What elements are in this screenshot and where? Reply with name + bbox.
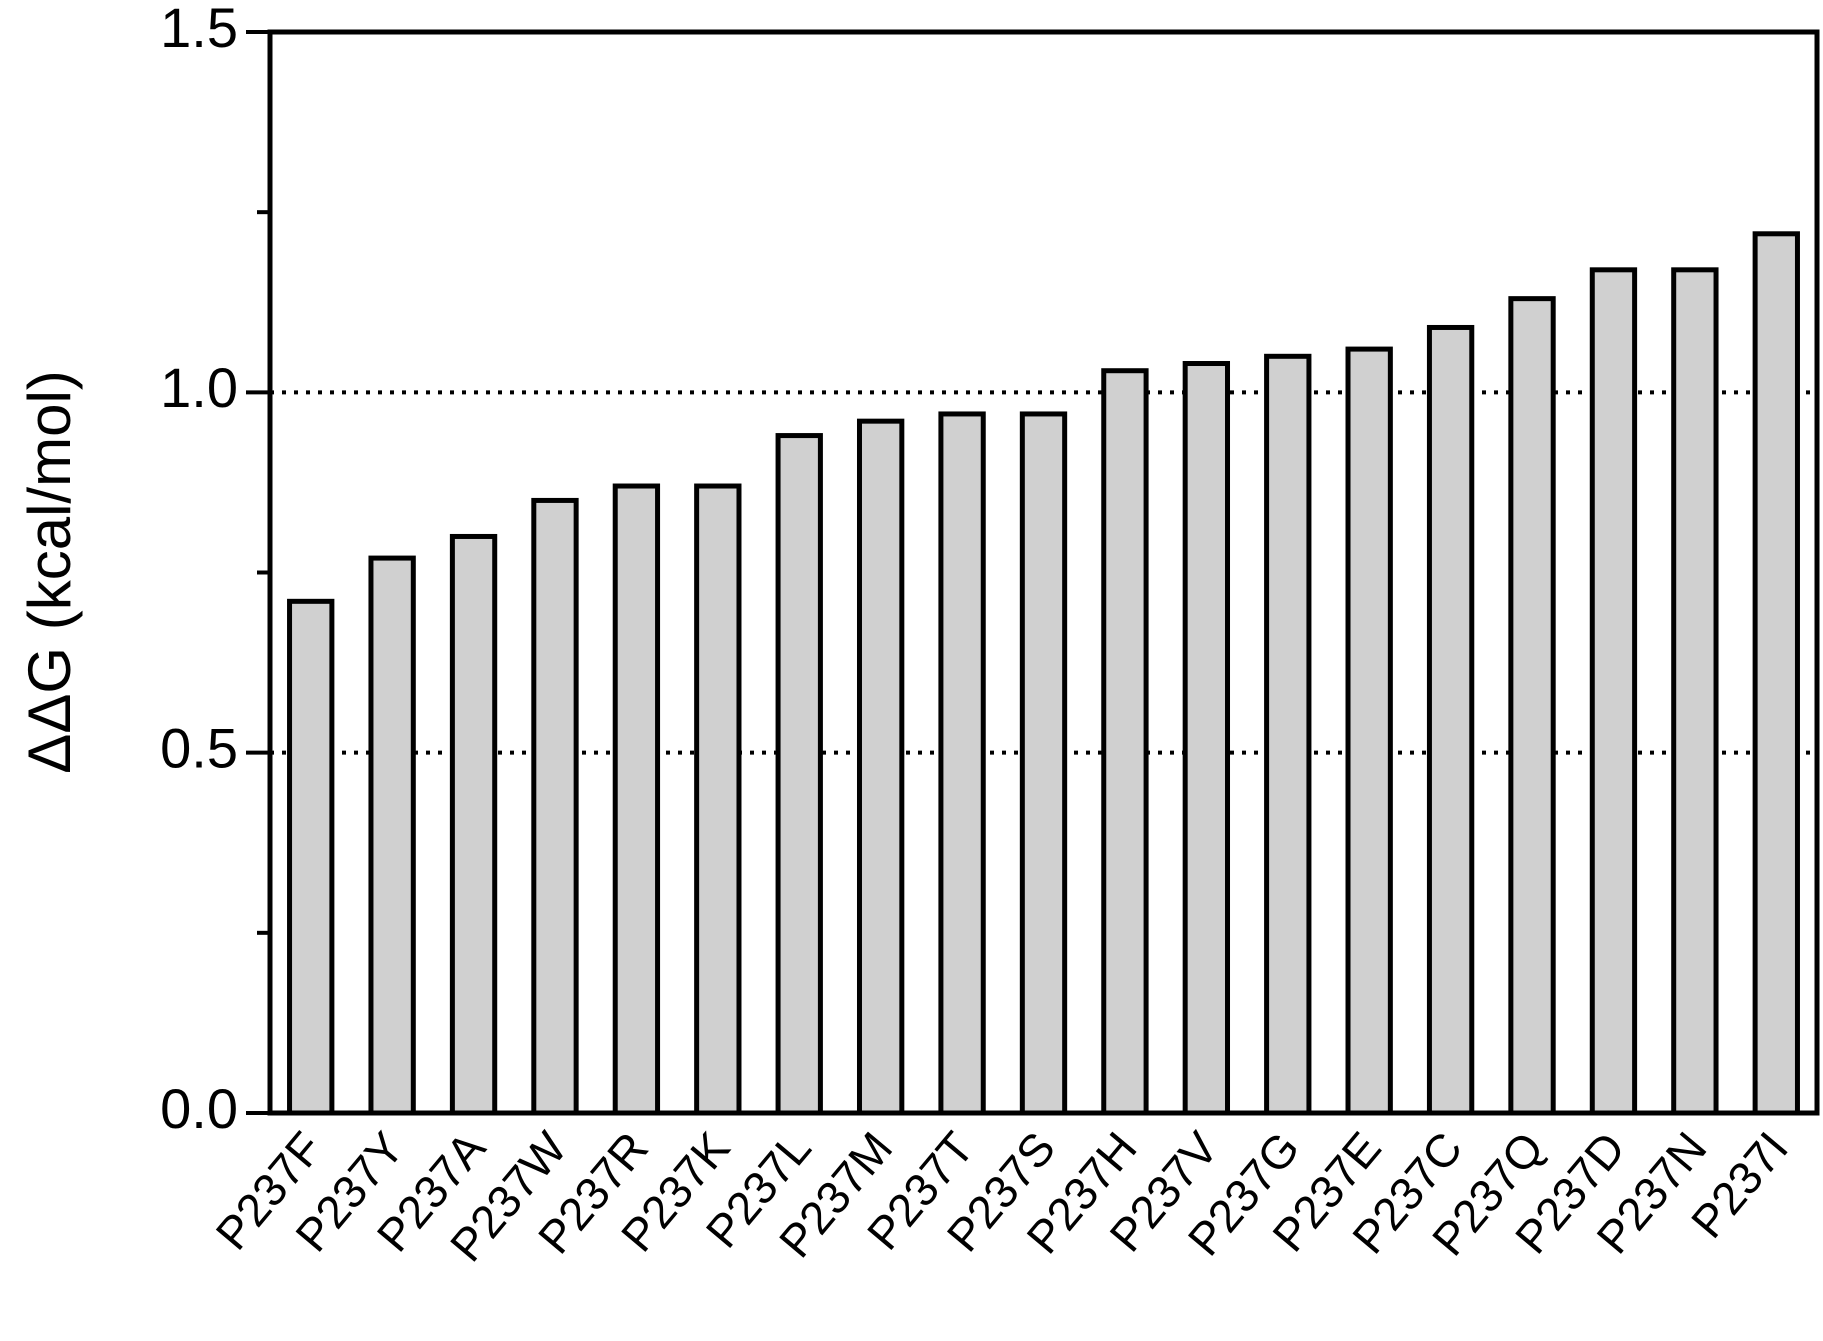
bar — [531, 497, 579, 1116]
bar — [612, 483, 661, 1116]
bar — [1426, 324, 1475, 1116]
bar — [1752, 231, 1800, 1116]
plot-frame — [267, 29, 1820, 1116]
bar — [1101, 368, 1149, 1116]
bar — [287, 598, 335, 1116]
bar — [775, 433, 823, 1116]
bar — [1671, 267, 1719, 1116]
bar — [1589, 267, 1638, 1116]
y-axis-label: ΔΔG (kcal/mol) — [16, 370, 83, 774]
y-tick-label: 1.0 — [160, 356, 238, 419]
bar — [1345, 346, 1393, 1116]
bar — [1508, 296, 1556, 1116]
y-tick-label: 1.5 — [160, 0, 238, 59]
bar — [368, 555, 416, 1116]
bar — [1019, 411, 1068, 1116]
bar — [449, 533, 498, 1116]
bar — [694, 483, 742, 1116]
bar — [1182, 361, 1231, 1116]
bar — [856, 418, 905, 1116]
bar — [938, 411, 986, 1116]
bar — [1264, 353, 1312, 1116]
y-tick-label: 0.5 — [160, 716, 238, 779]
y-tick-label: 0.0 — [160, 1077, 238, 1140]
